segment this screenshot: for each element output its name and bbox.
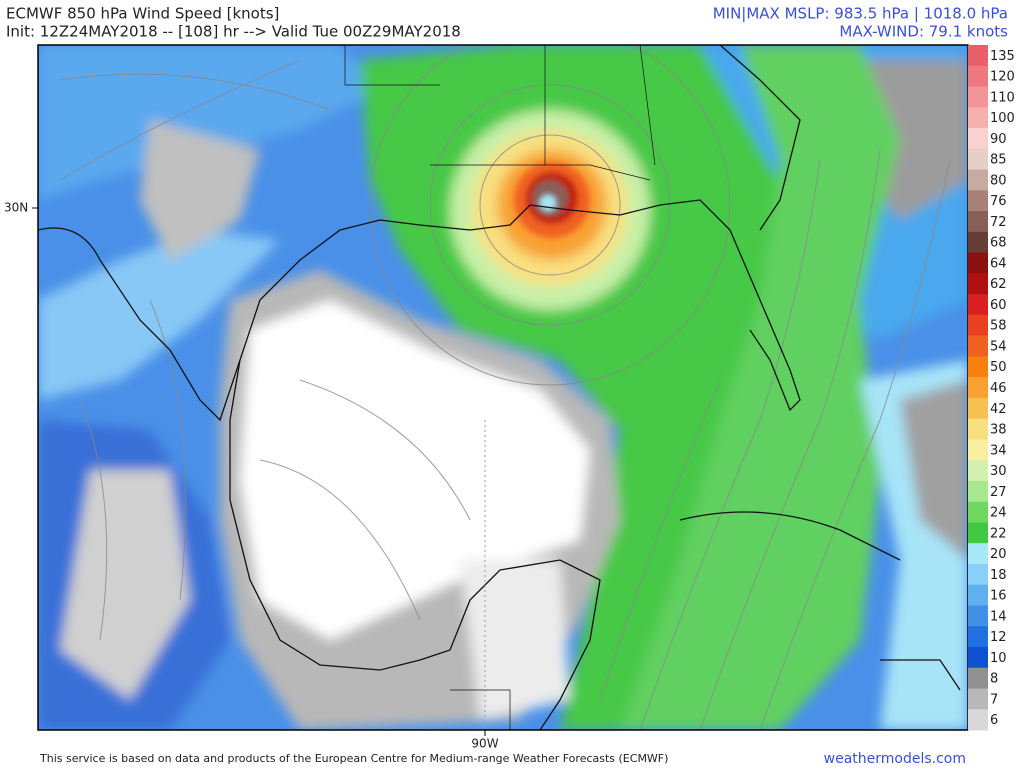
colorbar-label: 34 — [990, 443, 1007, 458]
colorbar-cell — [968, 190, 988, 212]
colorbar-label: 6 — [990, 713, 998, 728]
colorbar-label: 68 — [990, 236, 1007, 251]
colorbar-cell — [968, 314, 988, 337]
colorbar: 1351201101009085807672686462605854504642… — [968, 45, 1015, 731]
colorbar-label: 22 — [990, 526, 1007, 541]
map — [38, 45, 968, 730]
colorbar-label: 120 — [990, 70, 1015, 85]
colorbar-label: 38 — [990, 423, 1007, 438]
colorbar-label: 18 — [990, 568, 1007, 583]
colorbar-cell — [968, 231, 988, 254]
colorbar-label: 90 — [990, 132, 1007, 147]
colorbar-cell — [968, 294, 988, 316]
colorbar-label: 24 — [990, 506, 1007, 521]
colorbar-label: 8 — [990, 672, 998, 687]
colorbar-label: 80 — [990, 173, 1007, 188]
colorbar-cell — [968, 688, 988, 710]
colorbar-cell — [968, 460, 988, 482]
colorbar-label: 64 — [990, 256, 1007, 271]
colorbar-label: 76 — [990, 194, 1007, 209]
colorbar-label: 58 — [990, 319, 1007, 334]
colorbar-label: 10 — [990, 651, 1007, 666]
colorbar-cell — [968, 107, 988, 129]
colorbar-cell — [968, 397, 988, 420]
lat-label: 30N — [4, 201, 28, 215]
title: ECMWF 850 hPa Wind Speed [knots] — [6, 5, 279, 23]
colorbar-label: 20 — [990, 547, 1007, 562]
colorbar-cell — [968, 65, 988, 88]
colorbar-cell — [968, 522, 988, 544]
colorbar-cell — [968, 439, 988, 461]
colorbar-cell — [968, 563, 988, 586]
colorbar-label: 135 — [990, 49, 1015, 64]
colorbar-cell — [968, 605, 988, 627]
colorbar-label: 30 — [990, 464, 1007, 479]
lon-label: 90W — [471, 737, 498, 751]
colorbar-cell — [968, 626, 988, 648]
colorbar-cell — [968, 667, 988, 689]
colorbar-label: 85 — [990, 153, 1007, 168]
colorbar-label: 54 — [990, 339, 1007, 354]
colorbar-cell — [968, 148, 988, 171]
colorbar-label: 62 — [990, 277, 1007, 292]
colorbar-cell — [968, 252, 988, 274]
colorbar-cell — [968, 45, 988, 67]
colorbar-label: 16 — [990, 589, 1007, 604]
colorbar-label: 7 — [990, 692, 998, 707]
site: weathermodels.com — [824, 751, 966, 767]
colorbar-cell — [968, 128, 988, 150]
colorbar-cell — [968, 543, 988, 565]
colorbar-cell — [968, 646, 988, 669]
colorbar-cell — [968, 273, 988, 295]
colorbar-label: 46 — [990, 381, 1007, 396]
colorbar-cell — [968, 169, 988, 191]
colorbar-label: 60 — [990, 298, 1007, 313]
colorbar-cell — [968, 86, 988, 108]
colorbar-cell — [968, 501, 988, 523]
colorbar-label: 50 — [990, 360, 1007, 375]
colorbar-cell — [968, 418, 988, 440]
max-wind: MAX-WIND: 79.1 knots — [839, 23, 1008, 41]
colorbar-label: 27 — [990, 485, 1007, 500]
mslp: MIN|MAX MSLP: 983.5 hPa | 1018.0 hPa — [713, 5, 1008, 23]
subtitle: Init: 12Z24MAY2018 -- [108] hr --> Valid… — [6, 23, 461, 41]
colorbar-label: 42 — [990, 402, 1007, 417]
colorbar-cell — [968, 709, 988, 731]
colorbar-cell — [968, 480, 988, 503]
credit: This service is based on data and produc… — [39, 752, 668, 765]
colorbar-cell — [968, 211, 988, 233]
colorbar-label: 14 — [990, 609, 1007, 624]
colorbar-label: 100 — [990, 111, 1015, 126]
colorbar-label: 72 — [990, 215, 1007, 230]
colorbar-cell — [968, 335, 988, 357]
colorbar-label: 12 — [990, 630, 1007, 645]
colorbar-cell — [968, 377, 988, 399]
colorbar-cell — [968, 356, 988, 378]
colorbar-label: 110 — [990, 90, 1015, 105]
colorbar-cell — [968, 584, 988, 606]
